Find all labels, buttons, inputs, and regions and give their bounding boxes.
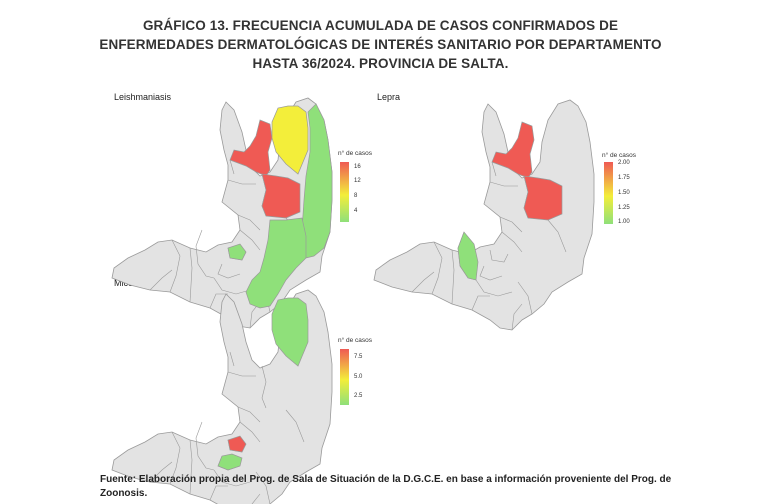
province-outline xyxy=(111,289,333,504)
department-centro-chico xyxy=(227,243,247,261)
department-border xyxy=(227,371,256,377)
map-leishmaniasis xyxy=(111,97,333,329)
legend-tick: 1.50 xyxy=(618,190,630,196)
department-border xyxy=(239,421,261,443)
department-norte-este xyxy=(271,297,309,367)
map-lepra xyxy=(373,99,595,331)
department-border xyxy=(149,269,173,291)
department-centro-norte xyxy=(261,173,301,219)
legend-tick: 1.75 xyxy=(618,175,630,181)
department-border xyxy=(501,231,523,253)
department-centro-sur xyxy=(217,453,243,471)
department-border xyxy=(195,229,215,279)
department-sureste xyxy=(245,217,307,309)
legend-tick: 2.5 xyxy=(354,393,363,399)
department-border xyxy=(511,303,523,331)
department-border xyxy=(471,295,490,311)
department-norte-este xyxy=(271,105,309,175)
panel-label-leishmaniasis: Leishmaniasis xyxy=(114,92,172,102)
department-border xyxy=(239,229,261,251)
department-border xyxy=(189,247,193,303)
department-border xyxy=(431,241,443,295)
source-note: Fuente: Elaboración propia del Prog. de … xyxy=(100,474,672,499)
department-border xyxy=(489,249,509,263)
department-border xyxy=(285,409,305,443)
legend-colorbar xyxy=(604,162,613,224)
department-border xyxy=(489,181,518,187)
province-outline xyxy=(373,99,595,331)
department-border xyxy=(227,179,256,185)
department-border xyxy=(499,216,523,233)
department-centro-oeste xyxy=(457,231,479,281)
department-border xyxy=(217,263,241,279)
department-border xyxy=(169,431,181,485)
legend-tick: 12 xyxy=(354,178,361,184)
department-border xyxy=(229,351,235,367)
department-norte-oeste xyxy=(229,119,273,177)
department-border xyxy=(479,265,503,281)
department-border xyxy=(229,159,235,175)
map-micosis-profundas xyxy=(111,289,333,504)
department-border xyxy=(451,249,455,305)
department-border xyxy=(255,471,271,504)
department-border xyxy=(209,293,228,309)
department-border xyxy=(169,239,181,293)
legend-tick: 5.0 xyxy=(354,374,363,380)
department-border xyxy=(475,279,513,297)
legend-tick: 7.5 xyxy=(354,354,363,360)
legend-colorbar xyxy=(340,349,349,405)
department-border xyxy=(491,161,497,177)
department-border xyxy=(195,421,215,471)
department-border xyxy=(547,219,567,253)
department-norte-oeste xyxy=(491,121,535,179)
department-border xyxy=(149,461,173,483)
department-centro-chico xyxy=(227,435,247,453)
legend-title: n° de casos xyxy=(338,150,373,157)
legend-tick: 1.00 xyxy=(618,219,630,225)
legend-tick: 1.25 xyxy=(618,205,630,211)
department-border xyxy=(237,214,261,231)
department-border xyxy=(237,406,261,423)
department-border xyxy=(213,469,251,487)
department-border xyxy=(213,277,251,295)
department-border xyxy=(261,365,267,409)
department-border xyxy=(251,493,261,504)
legend-colorbar xyxy=(340,162,349,222)
department-centro-norte xyxy=(523,175,563,221)
legend-tick: 8 xyxy=(354,193,358,199)
legend-tick: 4 xyxy=(354,208,358,214)
department-este xyxy=(301,103,333,259)
department-border xyxy=(209,485,228,501)
chart-title: GRÁFICO 13. FRECUENCIA ACUMULADA DE CASO… xyxy=(99,18,662,71)
department-border xyxy=(189,439,193,495)
legend-tick: 2.00 xyxy=(618,160,630,166)
department-border xyxy=(411,271,435,293)
legend-title: n° de casos xyxy=(338,337,373,344)
panel-label-lepra: Lepra xyxy=(377,92,401,102)
department-border xyxy=(517,281,533,315)
legend-title: n° de casos xyxy=(602,152,637,159)
legend-tick: 16 xyxy=(354,164,361,170)
